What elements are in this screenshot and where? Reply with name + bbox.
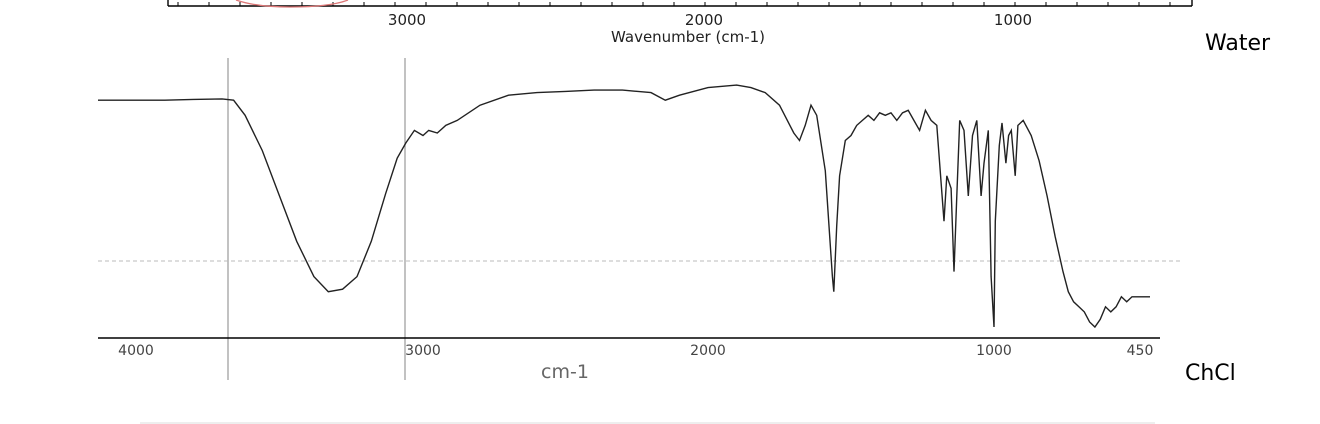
bottom-x-axis-title: cm-1 — [541, 361, 589, 383]
top-tick-label: 1000 — [994, 11, 1032, 29]
bottom-tick-label: 2000 — [690, 343, 726, 359]
top-spectrum-panel: 3000 2000 1000 Wavenumber (cm-1) — [167, 0, 1193, 46]
top-x-axis-title: Wavenumber (cm-1) — [611, 28, 765, 46]
chcl-label: ChCl — [1185, 361, 1236, 386]
bottom-tick-label: 3000 — [405, 343, 441, 359]
bottom-tick-label: 4000 — [118, 343, 154, 359]
top-tick-label: 3000 — [388, 11, 426, 29]
top-minor-ticks — [177, 2, 1171, 6]
chcl-spectrum-line — [98, 84, 1150, 329]
bottom-tick-label: 1000 — [976, 343, 1012, 359]
chcl-spectrum-panel: 4000 3000 2000 1000 450 cm-1 — [98, 58, 1182, 383]
bottom-tick-label: 450 — [1127, 343, 1154, 359]
top-tick-label: 2000 — [685, 11, 723, 29]
water-label: Water — [1205, 31, 1271, 56]
top-annotation-circle — [235, 0, 349, 8]
